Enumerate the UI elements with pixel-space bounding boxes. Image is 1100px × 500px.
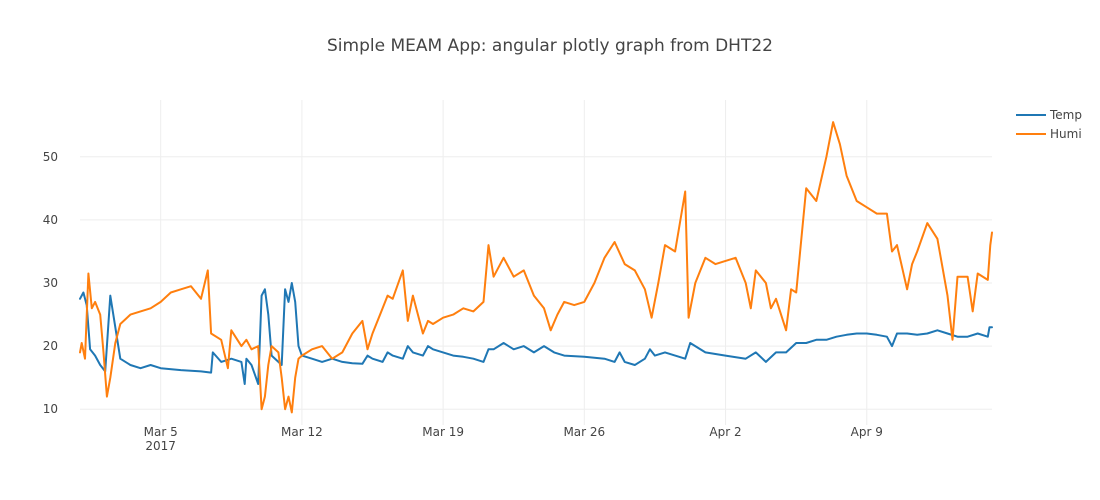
x-tick-label: Mar 26 [563, 425, 605, 439]
chart-title: Simple MEAM App: angular plotly graph fr… [327, 36, 773, 56]
x-tick-year-label: 2017 [145, 439, 176, 453]
legend-label: Temp [1049, 108, 1082, 122]
series-line-humi[interactable] [79, 121, 993, 414]
series-line-temp[interactable] [79, 282, 993, 385]
y-tick-label: 10 [43, 402, 58, 416]
y-tick-label: 50 [43, 150, 58, 164]
x-tick-label: Mar 5 [144, 425, 178, 439]
legend-label: Humi [1050, 127, 1082, 141]
x-tick-label: Mar 12 [281, 425, 323, 439]
legend-item-humi[interactable]: Humi [1016, 127, 1082, 141]
x-tick-label: Apr 9 [851, 425, 883, 439]
x-tick-label: Mar 19 [422, 425, 464, 439]
legend-item-temp[interactable]: Temp [1016, 108, 1082, 122]
legend[interactable]: Temp Humi [1016, 108, 1082, 141]
y-tick-label: 30 [43, 276, 58, 290]
y-tick-label: 40 [43, 213, 58, 227]
x-tick-label: Apr 2 [709, 425, 741, 439]
y-tick-label: 20 [43, 339, 58, 353]
